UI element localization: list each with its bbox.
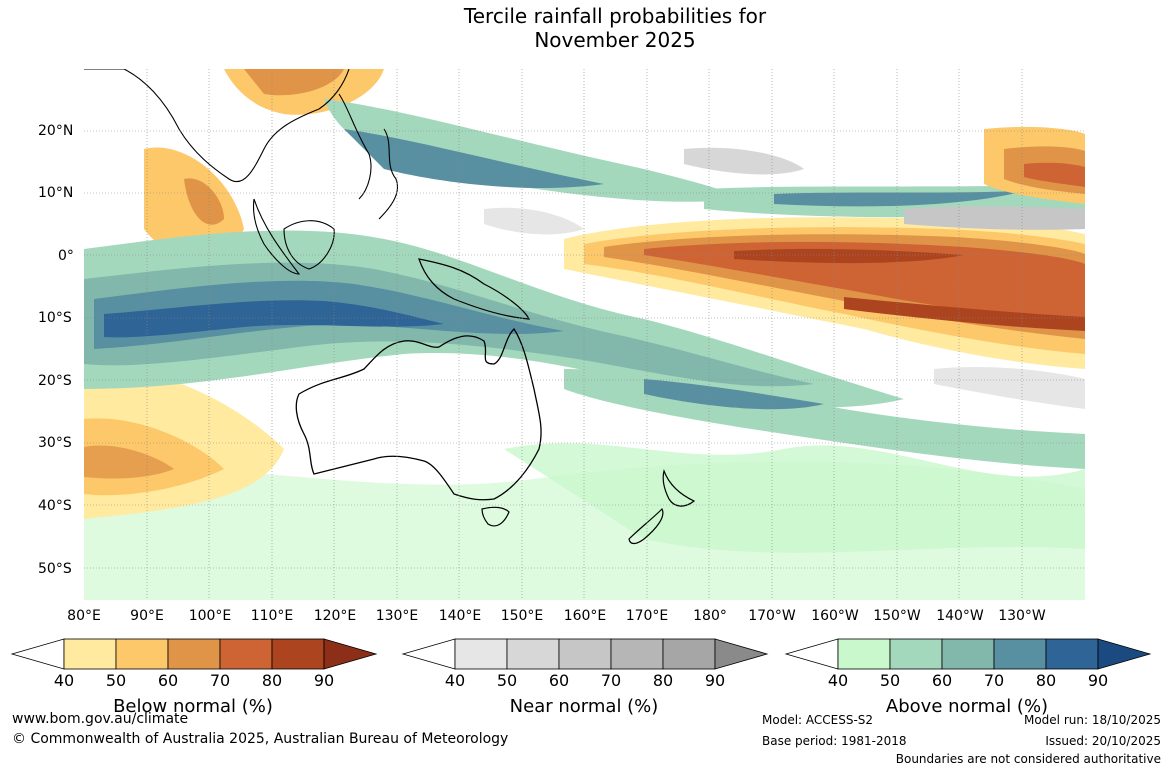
tick-label: 40 xyxy=(53,671,75,690)
tick-label: 90 xyxy=(704,671,726,690)
tick-label: 50 xyxy=(879,671,901,690)
colorbar-segment xyxy=(610,638,664,670)
copyright-text: © Commonwealth of Australia 2025, Austra… xyxy=(12,731,509,747)
colorbar-segment xyxy=(993,638,1047,670)
tick-label: 80 xyxy=(652,671,674,690)
colorbar-segment xyxy=(784,638,839,670)
title-line-1: Tercile rainfall probabilities for xyxy=(463,4,767,28)
lon-label-150e: 150°E xyxy=(500,608,544,624)
title-line-2: November 2025 xyxy=(534,28,696,52)
colorbar-segment xyxy=(271,638,325,670)
tick-label: 50 xyxy=(496,671,518,690)
colorbar-segment xyxy=(63,638,117,670)
lon-label-100e: 100°E xyxy=(188,608,232,624)
colorbar-below-normal xyxy=(10,638,378,670)
lon-label-140w: 140°W xyxy=(936,608,984,624)
colorbar-segment xyxy=(454,638,508,670)
colorbar-near-normal xyxy=(401,638,769,670)
tick-label: 90 xyxy=(313,671,335,690)
tick-label: 70 xyxy=(600,671,622,690)
colorbar-segment xyxy=(323,638,378,670)
colorbar-above-title: Above normal (%) xyxy=(885,696,1049,717)
colorbar-segment xyxy=(889,638,943,670)
tick-label: 80 xyxy=(1035,671,1057,690)
tick-label: 60 xyxy=(548,671,570,690)
base-period-text: Base period: 1981-2018 xyxy=(762,734,907,748)
map-title: Tercile rainfall probabilities for Novem… xyxy=(0,4,1173,52)
lon-label-90e: 90°E xyxy=(130,608,164,624)
lon-label-160w: 160°W xyxy=(811,608,859,624)
colorbar-below-title: Below normal (%) xyxy=(113,696,273,717)
colorbar-segment xyxy=(714,638,769,670)
tick-label: 60 xyxy=(157,671,179,690)
rainfall-map xyxy=(84,69,1085,600)
lat-label-40s: 40°S xyxy=(38,498,72,514)
lon-label-170e: 170°E xyxy=(625,608,669,624)
tick-label: 80 xyxy=(261,671,283,690)
lat-label-30s: 30°S xyxy=(38,435,72,451)
lat-label-20s: 20°S xyxy=(38,373,72,389)
model-text: Model: ACCESS-S2 xyxy=(762,713,874,727)
lon-label-160e: 160°E xyxy=(563,608,607,624)
lat-label-10s: 10°S xyxy=(38,310,72,326)
tick-label: 40 xyxy=(827,671,849,690)
issued-text: Issued: 20/10/2025 xyxy=(1045,734,1161,748)
lat-label-50s: 50°S xyxy=(38,561,72,577)
lon-label-120e: 120°E xyxy=(313,608,357,624)
colorbar-above-normal xyxy=(784,638,1152,670)
lon-label-130w: 130°W xyxy=(998,608,1046,624)
tick-label: 40 xyxy=(444,671,466,690)
lat-label-10n: 10°N xyxy=(38,185,74,201)
tick-label: 60 xyxy=(931,671,953,690)
tick-label: 90 xyxy=(1087,671,1109,690)
lat-label-20n: 20°N xyxy=(38,123,74,139)
colorbar-segment xyxy=(1045,638,1099,670)
colorbar-segment xyxy=(506,638,560,670)
lon-label-140e: 140°E xyxy=(438,608,482,624)
colorbar-near-title: Near normal (%) xyxy=(509,696,659,717)
lat-label-0: 0° xyxy=(58,248,74,264)
tick-label: 70 xyxy=(983,671,1005,690)
tick-label: 70 xyxy=(209,671,231,690)
map-canvas xyxy=(84,69,1085,600)
colorbar-segment xyxy=(219,638,273,670)
tick-label: 50 xyxy=(105,671,127,690)
colorbar-segment xyxy=(941,638,995,670)
lon-label-150w: 150°W xyxy=(873,608,921,624)
colorbar-segment xyxy=(662,638,716,670)
colorbar-segment xyxy=(167,638,221,670)
disclaimer-text: Boundaries are not considered authoritat… xyxy=(895,752,1161,766)
lon-label-80e: 80°E xyxy=(67,608,101,624)
colorbar-segment xyxy=(115,638,169,670)
colorbar-segment xyxy=(1097,638,1152,670)
model-run-text: Model run: 18/10/2025 xyxy=(1023,713,1161,727)
website-link[interactable]: www.bom.gov.au/climate xyxy=(12,711,189,727)
lon-label-110e: 110°E xyxy=(250,608,294,624)
lon-label-170w: 170°W xyxy=(748,608,796,624)
colorbar-segment xyxy=(837,638,891,670)
lon-label-180: 180° xyxy=(693,608,727,624)
colorbar-segment xyxy=(10,638,65,670)
colorbar-segment xyxy=(401,638,456,670)
lon-label-130e: 130°E xyxy=(375,608,419,624)
colorbar-segment xyxy=(558,638,612,670)
